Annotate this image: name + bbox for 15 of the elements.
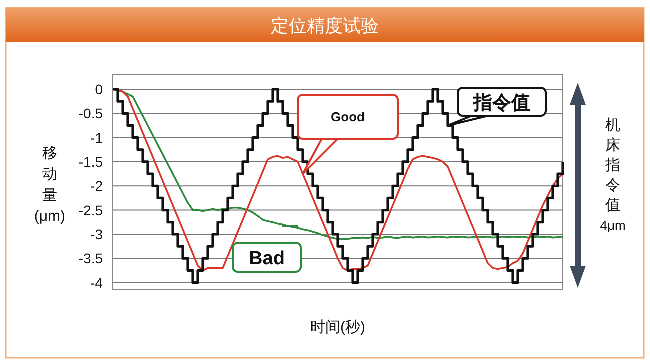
- y-tick-label: 0: [95, 81, 104, 98]
- series-label: 指令值: [472, 92, 530, 114]
- y-tick-label: -2: [90, 178, 104, 194]
- y-tick-label: -3.5: [78, 250, 104, 267]
- y-tick-label: -2.5: [78, 202, 104, 218]
- text: 机床指令值4μm: [600, 117, 626, 233]
- chart-title: 定位精度试验: [271, 16, 379, 36]
- y-tick-label: -4: [90, 274, 104, 291]
- x-axis-title: 时间(秒): [310, 319, 366, 336]
- series-label: Bad: [249, 248, 285, 270]
- y-tick-label: -1: [90, 130, 104, 146]
- y-tick-label: -0.5: [78, 106, 104, 122]
- y-tick-label: -3: [90, 226, 104, 242]
- y-tick-label: -1.5: [78, 154, 104, 170]
- y-axis-title: 移动量(μm): [34, 145, 66, 225]
